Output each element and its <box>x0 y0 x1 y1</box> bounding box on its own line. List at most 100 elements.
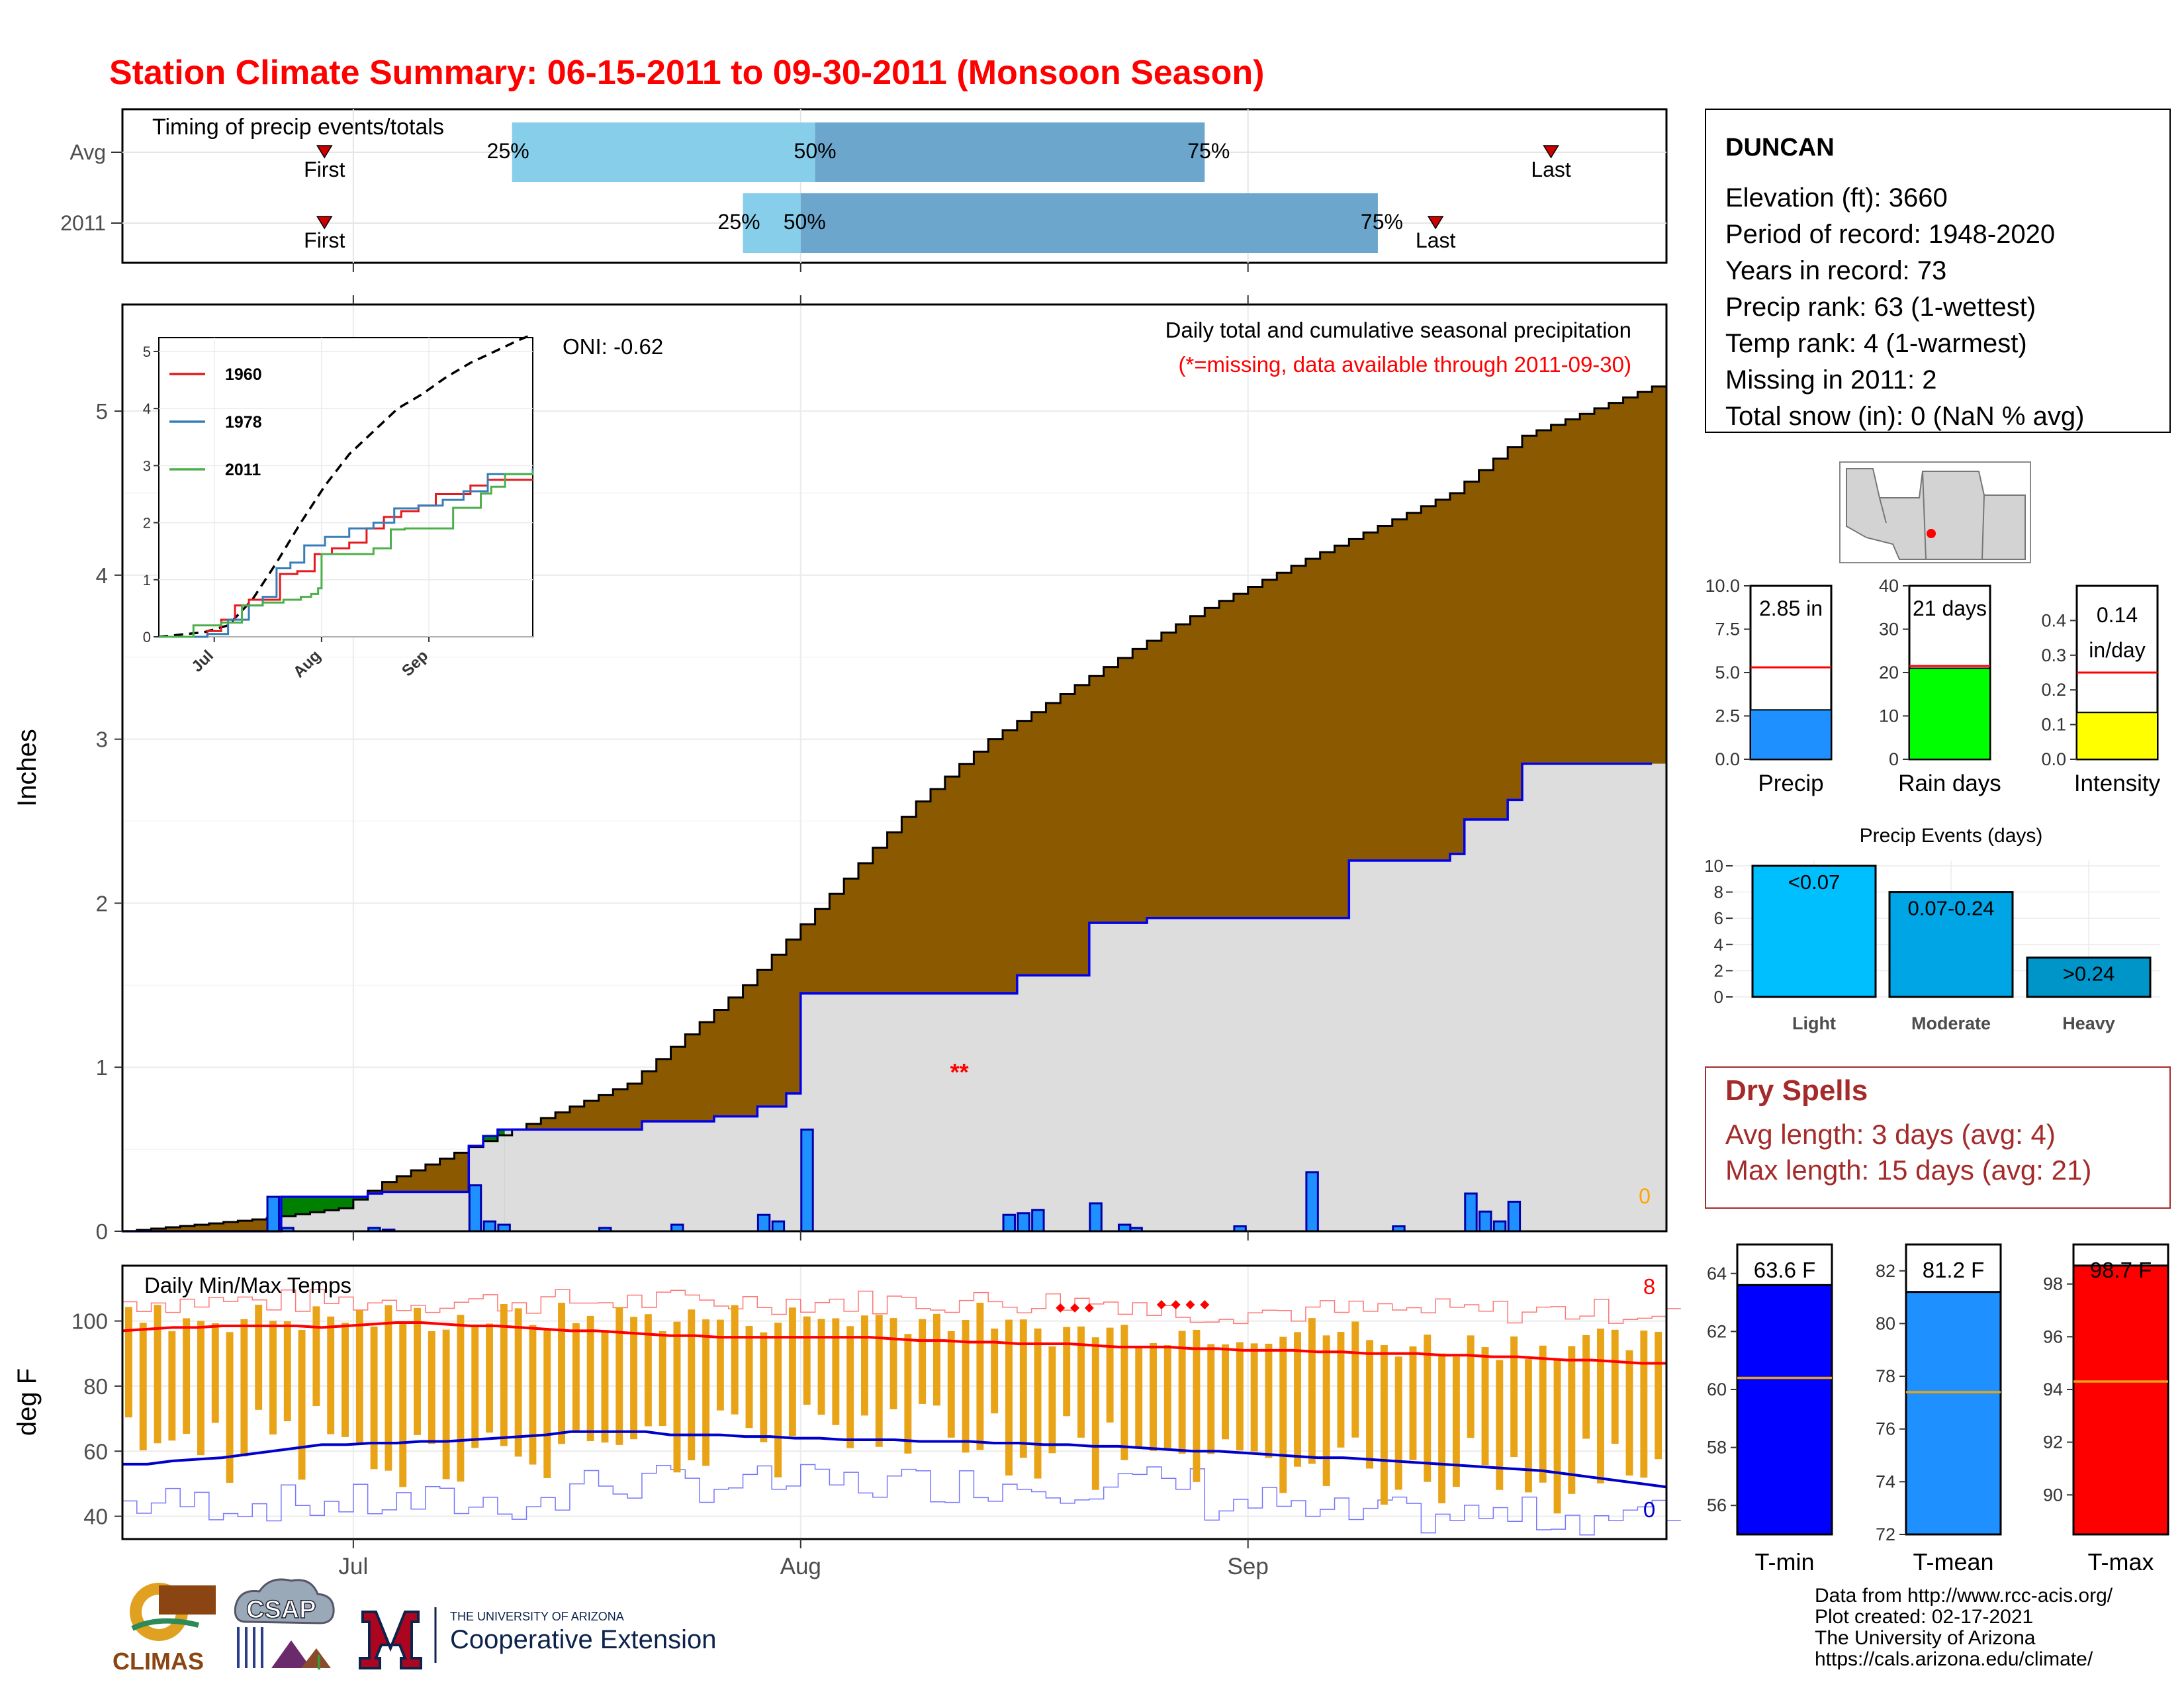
daily-temp-bar <box>1063 1327 1071 1417</box>
daily-temp-bar <box>933 1313 940 1406</box>
daily-temp-bar <box>269 1321 277 1434</box>
daily-temp-bar <box>875 1315 883 1447</box>
daily-temp-bar <box>428 1331 435 1444</box>
temp-bar-tick: 56 <box>1707 1495 1727 1515</box>
station-info-box: DUNCAN Elevation (ft): 3660 Period of re… <box>1705 109 2171 433</box>
temp-bar-value <box>2072 1264 2169 1536</box>
daily-precip-bar <box>800 1128 814 1233</box>
events-y-tick: 4 <box>1714 935 1723 955</box>
first-label: First <box>304 158 345 181</box>
temp-bar-tick: 78 <box>1876 1366 1895 1386</box>
inset-y-tick: 1 <box>143 572 151 588</box>
daily-temp-bar <box>1351 1321 1359 1438</box>
station-line: Period of record: 1948-2020 <box>1725 220 2055 249</box>
map-state-outlines <box>1846 468 2026 560</box>
daily-temp-bar <box>1452 1356 1460 1487</box>
record-high-marker <box>1056 1303 1066 1313</box>
footer-line: The University of Arizona <box>1815 1627 2036 1649</box>
record-high-marker <box>1200 1300 1210 1309</box>
mini-bar-tick: 40 <box>1879 576 1899 596</box>
dry-spells-max: Max length: 15 days (avg: 21) <box>1725 1154 2091 1186</box>
daily-temp-bar <box>1366 1340 1374 1469</box>
daily-precip-bar <box>266 1196 280 1233</box>
timing-row-label: Avg <box>69 140 106 164</box>
daily-temp-bar <box>601 1330 609 1443</box>
daily-precip-bar <box>468 1184 482 1233</box>
mini-bar-label: Precip <box>1758 771 1823 796</box>
daily-temp-bar <box>1308 1318 1316 1464</box>
precip-event-bar <box>1751 865 1877 998</box>
daily-temp-bar <box>341 1323 349 1437</box>
temp-y-tick: 80 <box>83 1374 108 1399</box>
p75-label: 75% <box>1361 210 1403 234</box>
footer-line: https://cals.arizona.edu/climate/ <box>1815 1648 2093 1670</box>
station-line: Elevation (ft): 3660 <box>1725 183 1948 212</box>
mini-bar-tick: 7.5 <box>1715 620 1740 639</box>
station-line: Missing in 2011: 2 <box>1725 365 1936 395</box>
footer-line: Plot created: 02-17-2021 <box>1815 1606 2033 1628</box>
avg-cumulative-line <box>122 385 1666 1233</box>
daily-temp-bar <box>1163 1345 1171 1448</box>
temp-bar-tick: 76 <box>1876 1419 1895 1439</box>
daily-precip-bar <box>1017 1212 1030 1233</box>
daily-temp-bar <box>1496 1360 1504 1490</box>
temp-bar-value-text: 81.2 F <box>1923 1258 1985 1282</box>
zero-count-label: 0 <box>1639 1184 1651 1208</box>
legend-label: 1960 <box>225 365 262 384</box>
timing-panel: Timing of precip events/totals 25% 50% 75% F… <box>60 108 1668 272</box>
daily-temp-bar <box>125 1307 132 1418</box>
p25-label: 25% <box>487 139 529 163</box>
daily-temp-bar <box>298 1329 306 1480</box>
first-label: First <box>304 228 345 252</box>
daily-temp-bar <box>572 1323 580 1432</box>
daily-temp-bar <box>716 1319 724 1411</box>
daily-temp-bar <box>615 1307 623 1445</box>
record-high-marker <box>1156 1300 1166 1309</box>
dry-spells-title: Dry Spells <box>1725 1074 1868 1107</box>
climas-logo: CLIMAS <box>113 1583 216 1675</box>
daily-temp-bar <box>1265 1343 1273 1458</box>
daily-temp-bar <box>1236 1342 1244 1451</box>
p75-label: 75% <box>1187 139 1230 163</box>
daily-precip-bar <box>1305 1171 1319 1233</box>
daily-temp-bar <box>630 1317 638 1440</box>
daily-temp-bar <box>644 1314 652 1427</box>
temp-bar-tick: 62 <box>1707 1321 1727 1341</box>
daily-temp-bar <box>1294 1332 1302 1467</box>
precip-event-label: 0.07-0.24 <box>1908 897 1995 920</box>
daily-temp-bar <box>1207 1344 1215 1454</box>
y-axis-label: Inches <box>13 729 42 807</box>
daily-temp-bar <box>1438 1353 1446 1503</box>
daily-temp-bar <box>1322 1335 1330 1486</box>
inset-series-2011 <box>159 471 534 638</box>
record-high-marker <box>1070 1303 1080 1313</box>
daily-temp-bar <box>226 1332 234 1483</box>
daily-temp-bar <box>1524 1359 1532 1493</box>
ua-big-text: Cooperative Extension <box>450 1625 716 1654</box>
temp-y-axis-label: deg F <box>13 1368 42 1436</box>
daily-temp-bar <box>1568 1346 1576 1494</box>
timing-row-label: 2011 <box>60 211 106 235</box>
daily-temp-bar <box>1005 1319 1013 1476</box>
daily-temp-bar <box>1222 1344 1229 1440</box>
precip-event-bar <box>1888 891 2014 998</box>
temp-bar-tick: 72 <box>1876 1524 1895 1544</box>
mini-bar-tick: 10 <box>1879 706 1899 726</box>
events-title: Precip Events (days) <box>1860 825 2043 847</box>
daily-temp-bar <box>846 1326 854 1448</box>
mini-bar-tick: 0.1 <box>2041 715 2066 735</box>
daily-temp-bar <box>1655 1331 1662 1460</box>
mini-bar-tick: 0.0 <box>2041 749 2066 769</box>
station-line: Total snow (in): 0 (NaN % avg) <box>1725 402 2084 431</box>
daily-temp-bar <box>1510 1336 1518 1458</box>
record-low-line <box>122 1464 1681 1536</box>
mini-bar-tick: 0.3 <box>2041 645 2066 665</box>
temp-frame <box>121 1264 1668 1540</box>
daily-temp-bar <box>1135 1346 1143 1449</box>
daily-temp-bar <box>183 1318 191 1434</box>
daily-temp-bar <box>962 1319 970 1453</box>
inset-y-tick: 0 <box>143 629 151 645</box>
daily-temp-bar <box>1481 1347 1489 1466</box>
temp-bar-tick: 92 <box>2043 1432 2063 1452</box>
